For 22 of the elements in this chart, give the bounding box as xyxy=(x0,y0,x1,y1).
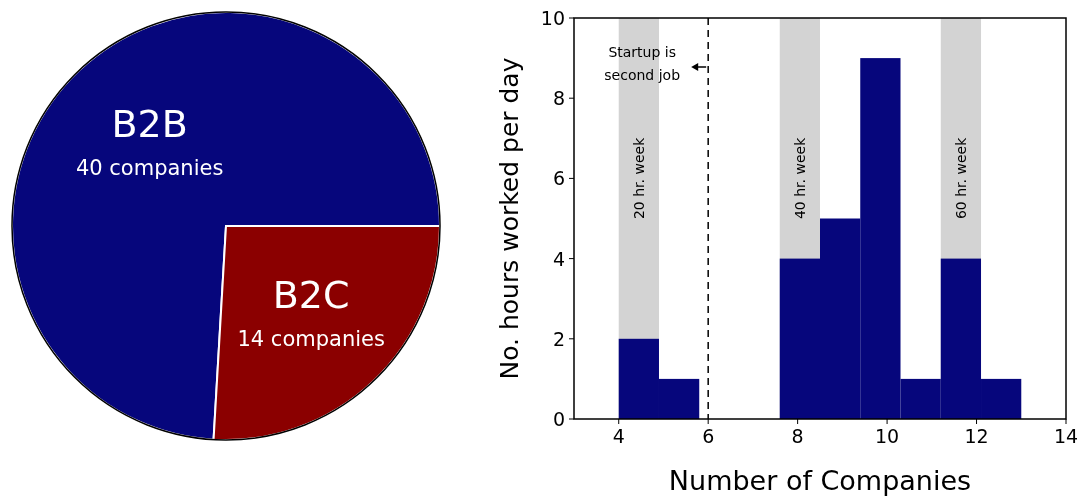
y-tick-label: 6 xyxy=(552,167,565,190)
x-tick-label: 6 xyxy=(702,425,715,447)
x-tick-label: 4 xyxy=(612,425,625,447)
y-tick-label: 10 xyxy=(540,7,565,29)
x-tick-label: 14 xyxy=(1053,425,1079,447)
y-axis-title: No. hours worked per day xyxy=(495,57,524,380)
x-tick-label: 10 xyxy=(875,425,900,447)
data-label: 40 companies xyxy=(75,156,224,181)
band-label: 40 hr. week xyxy=(791,136,808,220)
y-tick-label: 2 xyxy=(552,327,565,350)
y-tick-label: 4 xyxy=(552,247,565,270)
x-tick-label: 8 xyxy=(791,425,804,447)
band-label: 60 hr. week xyxy=(952,136,969,220)
slice-label: B2B xyxy=(111,102,188,147)
y-tick-label: 0 xyxy=(552,408,565,430)
slice-label: B2C xyxy=(272,273,350,318)
y-tick-label: 8 xyxy=(552,87,565,110)
x-axis-title: Number of Companies xyxy=(668,465,972,496)
ref-line-label: Startup is second job xyxy=(604,44,681,83)
band-label: 20 hr. week xyxy=(630,136,647,220)
x-tick-label: 12 xyxy=(964,425,989,447)
data-label: 14 companies xyxy=(237,327,385,352)
